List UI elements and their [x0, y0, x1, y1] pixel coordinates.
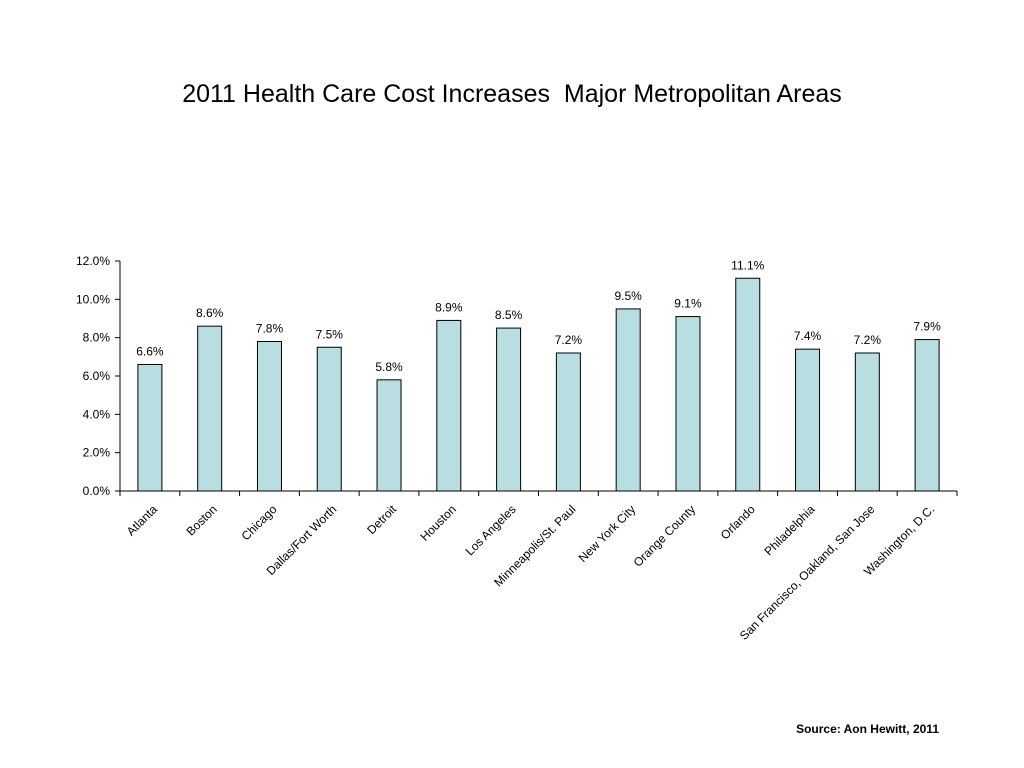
y-axis: 0.0% 2.0% 4.0% 6.0% 8.0% 10.0% 12.0% [76, 254, 121, 498]
chart-title: 2011 Health Care Cost Increases Major Me… [182, 80, 842, 108]
bar-series [137, 277, 940, 492]
category-label: Orlando [718, 502, 758, 542]
category-label: Houston [417, 502, 459, 544]
data-label: 7.9% [913, 320, 941, 334]
data-label: 6.6% [136, 345, 164, 359]
bar [735, 277, 761, 492]
category-label: New York City [576, 502, 639, 565]
bar [555, 352, 581, 492]
source-note: Source: Aon Hewitt, 2011 [796, 722, 939, 736]
data-label: 7.2% [854, 333, 882, 347]
data-label: 9.5% [614, 289, 642, 303]
bar [854, 352, 880, 492]
bar [615, 308, 641, 492]
bar [376, 379, 402, 492]
y-tick-label: 10.0% [76, 292, 110, 306]
bar [496, 327, 522, 492]
data-label: 7.4% [794, 329, 822, 343]
bar [256, 341, 282, 492]
category-label: San Francisco, Oakland, San Jose [737, 502, 878, 643]
bar [316, 346, 342, 492]
data-label: 8.6% [196, 306, 224, 320]
category-label: Boston [183, 502, 219, 538]
data-label: 8.5% [495, 308, 523, 322]
data-label: 5.8% [375, 360, 403, 374]
bar [675, 316, 701, 492]
category-label: Chicago [239, 502, 280, 543]
x-axis [119, 490, 958, 496]
bar [795, 348, 821, 492]
y-tick-label: 2.0% [83, 446, 111, 460]
data-label: 9.1% [674, 297, 702, 311]
bar [914, 339, 940, 492]
bar [197, 325, 223, 492]
data-label: 8.9% [435, 300, 463, 314]
category-label: Los Angeles [463, 502, 519, 558]
bar [137, 364, 163, 492]
y-tick-label: 4.0% [83, 407, 111, 421]
y-tick-label: 6.0% [83, 369, 111, 383]
bar [436, 319, 462, 492]
category-label: Detroit [364, 502, 399, 537]
y-tick-label: 12.0% [76, 254, 110, 268]
data-label: 7.5% [316, 327, 344, 341]
data-label: 7.8% [256, 322, 284, 336]
category-label: Philadelphia [762, 502, 818, 558]
category-label: Orange County [631, 502, 698, 569]
data-label: 11.1% [731, 258, 764, 272]
y-tick-label: 0.0% [83, 484, 111, 498]
data-labels: 6.6% 8.6% 7.8% 7.5% 5.8% 8.9% 8.5% 7.2% 9.5% 9.1%… [136, 258, 941, 374]
y-tick-label: 8.0% [83, 331, 111, 345]
data-label: 7.2% [555, 333, 583, 347]
category-label: Atlanta [124, 502, 161, 539]
